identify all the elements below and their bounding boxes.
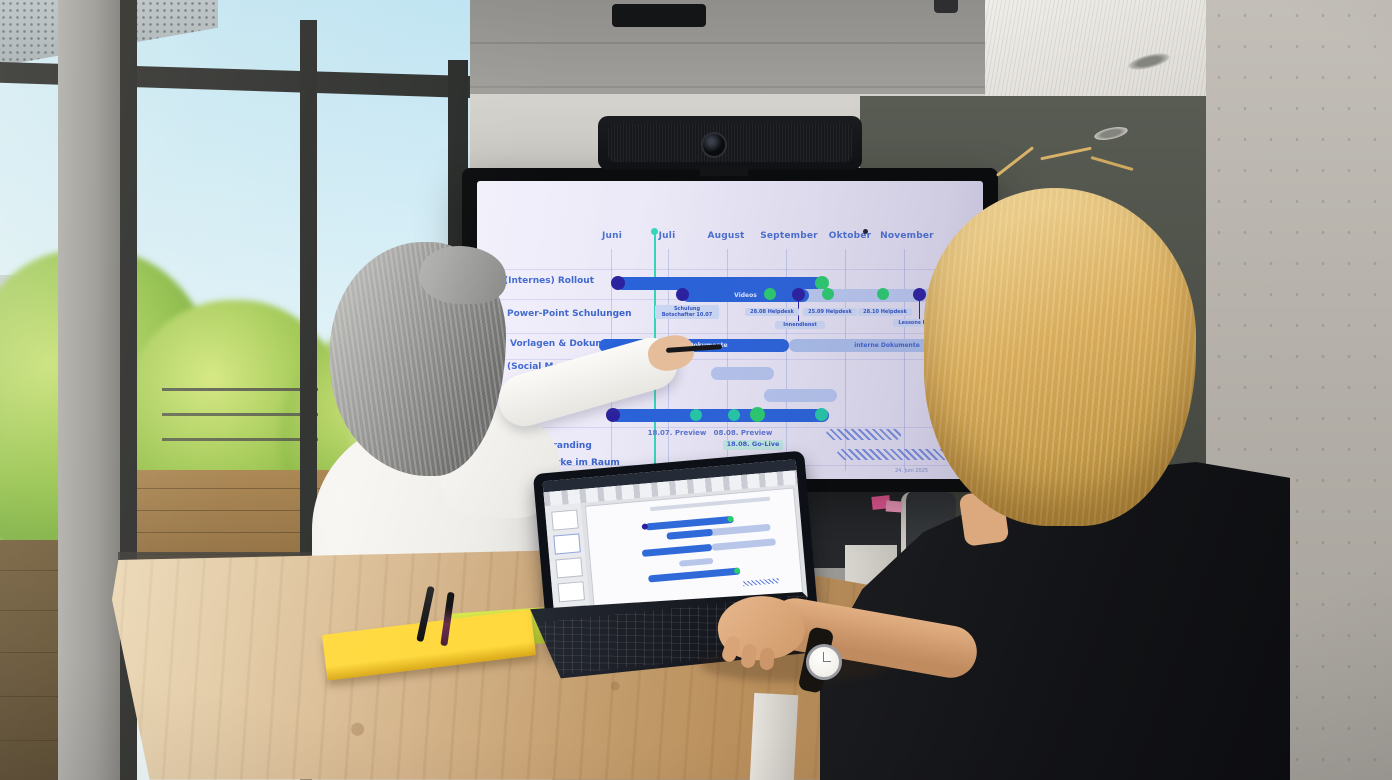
milestone-chip: Schulung Botschafter 10.07: [655, 305, 719, 319]
milestone-dot: [815, 276, 829, 290]
milestone-dot: [815, 408, 828, 421]
milestone-dot: [913, 288, 926, 301]
milestone-chip: 25.09 Helpdesk: [803, 308, 857, 316]
colleague-finger: [759, 647, 775, 671]
preview-text: 18.07. Preview: [647, 429, 707, 437]
month-label: September: [760, 231, 818, 241]
gantt-bar-rollout: [616, 277, 827, 290]
gantt-bar-videos: Videos: [682, 289, 809, 302]
presenter-hair-fringe: [420, 246, 506, 304]
gantt-bar-social: [711, 367, 774, 380]
linear-ceiling-light: [612, 4, 706, 27]
month-label: November: [880, 231, 934, 241]
row-separator: [495, 269, 979, 270]
milestone-dot: [690, 409, 702, 421]
milestone-chip: Innendienst: [775, 321, 825, 329]
gridline: [845, 249, 846, 471]
preview-text: 08.08. Preview: [713, 429, 773, 437]
speaker-mesh: [608, 124, 852, 162]
milestone-dot: [792, 288, 805, 301]
milestone-dot: [822, 288, 834, 300]
footer-date: 24. Juni 2025: [895, 468, 929, 474]
month-label: Juni: [601, 231, 623, 241]
row-label: Vorlagen & Dokumente: [510, 339, 628, 349]
milestone-dot: [606, 408, 620, 422]
yellow-sticky-stack: [321, 609, 537, 681]
balcony-railing-rail: [162, 413, 318, 416]
gridline: [904, 249, 905, 471]
window-sill: [118, 552, 318, 560]
colleague-hair: [924, 188, 1196, 526]
row-separator: [495, 333, 979, 334]
concrete-column-left: [58, 0, 120, 780]
ceiling-sensor: [934, 0, 958, 13]
gridline: [727, 249, 728, 471]
marker-dot: [863, 229, 868, 234]
gridline: [786, 249, 787, 471]
balcony-railing-rail: [162, 438, 318, 441]
milestone-dot: [728, 409, 740, 421]
ceiling-seam: [430, 86, 990, 88]
milestone-chip: Lessons Learned: [893, 319, 951, 327]
ceiling-seam: [430, 42, 990, 44]
milestone-stem: [919, 301, 920, 319]
milestone-dot: [676, 288, 689, 301]
gantt-bar-launch: [611, 409, 829, 422]
display-screen-slide: Juni Juli August September Oktober Novem…: [477, 181, 983, 479]
golive-chip: 18.08. Go-Live: [723, 440, 783, 450]
row-separator: [495, 359, 979, 360]
row-separator: [495, 427, 979, 428]
milestone-dot: [611, 276, 625, 290]
month-label: Oktober: [828, 231, 872, 241]
milestone-chip: 28.10 Helpdesk: [858, 308, 912, 316]
row-label-partial: ukte & Marke im Raum: [504, 458, 620, 468]
today-dot: [651, 228, 658, 235]
month-label: August: [707, 231, 745, 241]
watch-face: [806, 644, 842, 680]
gantt-bar-hatched: [826, 429, 901, 440]
row-label: Power-Point Schulungen: [507, 309, 632, 319]
milestone-dot: [877, 288, 889, 300]
bar-label: interne Dokumente: [854, 342, 920, 349]
month-label: Juli: [658, 231, 676, 241]
camera-lens-icon: [701, 132, 727, 158]
balcony-railing-rail: [162, 388, 318, 391]
gantt-bar-hatched: [837, 449, 983, 460]
watch-hand: [823, 652, 824, 662]
desk-white-leg: [749, 692, 799, 780]
soundbar-mount: [700, 166, 748, 176]
bar-label: Videos: [734, 292, 757, 299]
row-label: (Internes) Rollout: [504, 276, 595, 286]
video-soundbar: [598, 116, 862, 170]
watch-hand: [823, 661, 831, 662]
gantt-bar: [764, 389, 837, 402]
milestone-dot: [750, 407, 765, 422]
milestone-dot: [764, 288, 776, 300]
milestone-chip: 28.08 Helpdesk: [745, 308, 799, 316]
